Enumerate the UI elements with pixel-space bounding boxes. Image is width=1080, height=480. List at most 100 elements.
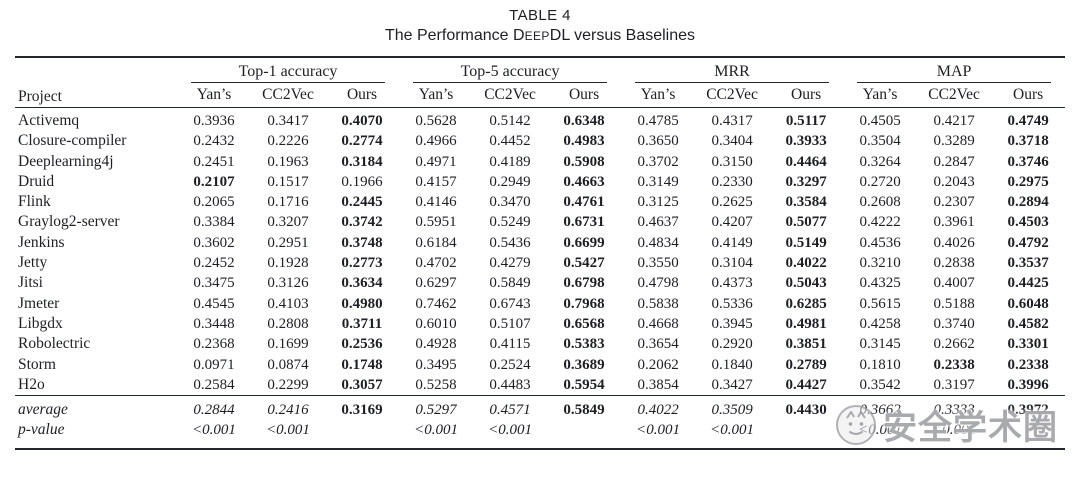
value-cell: 0.4452 [489, 133, 531, 150]
group-header-label: MRR [635, 63, 830, 83]
value-cell: 0.4146 [415, 194, 457, 211]
project-cell: Storm [18, 355, 56, 373]
summary-value-cell: <0.001 [488, 422, 532, 439]
value-cell: 0.2847 [933, 153, 975, 170]
value-cell: 0.4928 [415, 336, 457, 353]
value-cell: 0.5628 [415, 113, 457, 129]
table-caption-title: The Performance DEEPDL versus Baselines [0, 27, 1080, 45]
project-cell: H2o [18, 375, 45, 393]
value-cell: 0.3057 [341, 376, 383, 393]
value-cell: 0.4103 [267, 295, 309, 312]
summary-value-cell: 0.3509 [695, 395, 770, 421]
value-cell: 0.2949 [489, 173, 531, 190]
table-body: Activemq 0.3936 0.3417 0.4070 0.5628 0.5142 0.… [15, 108, 1066, 449]
project-header: Project [15, 57, 177, 108]
value-cell: 0.3145 [859, 336, 901, 353]
value-cell: 0.6184 [415, 234, 457, 251]
value-cell: 0.3149 [637, 173, 679, 190]
value-cell: 0.2662 [933, 336, 975, 353]
table-row: Graylog2-server 0.3384 0.3207 0.3742 0.5951 0… [15, 212, 1065, 232]
caption-title-pre: The Performance D [384, 27, 525, 44]
summary-value-cell: 0.4022 [621, 395, 696, 421]
value-cell: 0.4966 [415, 133, 457, 150]
value-cell: 0.4115 [489, 336, 531, 353]
sub-header-cell: CC2Vec [473, 84, 548, 108]
value-cell: 0.3742 [341, 214, 383, 231]
value-cell: 0.3542 [859, 376, 901, 393]
project-cell: Graylog2-server [18, 213, 120, 231]
value-cell: 0.4582 [1007, 315, 1049, 332]
value-cell: 0.4505 [859, 113, 901, 129]
summary-value-cell: 0.3333 [917, 395, 992, 421]
value-cell: 0.3297 [785, 173, 827, 190]
value-cell: 0.6699 [563, 234, 605, 251]
summary-value-cell: 0.3169 [325, 395, 400, 421]
project-cell: Closure-compiler [18, 132, 127, 150]
table-row: H2o 0.2584 0.2299 0.3057 0.5258 0.4483 0.5954 0… [15, 375, 1065, 396]
value-cell: 0.5117 [785, 113, 827, 129]
value-cell: 0.2789 [785, 356, 827, 373]
summary-value-cell: 0.2416 [251, 395, 325, 421]
summary-value-cell: <0.001 [192, 422, 236, 439]
value-cell: 0.3550 [637, 255, 679, 272]
value-cell: 0.2808 [267, 315, 309, 332]
value-cell: 0.4749 [1007, 113, 1049, 129]
value-cell: 0.4637 [637, 214, 679, 231]
value-cell: 0.1748 [341, 356, 383, 373]
value-cell: 0.5908 [563, 153, 605, 170]
value-cell: 0.4536 [859, 234, 901, 251]
table-header: Project Top-1 accuracy Top-5 accuracy MRR MA… [15, 57, 1066, 108]
value-cell: 0.4279 [489, 255, 531, 272]
sub-header-cell: CC2Vec [917, 84, 992, 108]
value-cell: 0.3289 [933, 133, 975, 150]
value-cell: 0.2894 [1007, 194, 1049, 211]
summary-value-cell [547, 420, 621, 448]
summary-value-cell: <0.001 [932, 422, 977, 439]
value-cell: 0.4464 [785, 153, 827, 170]
value-cell: 0.3584 [785, 194, 827, 211]
table-caption-label: TABLE 4 [509, 7, 571, 24]
table-row: Deeplearning4j 0.2451 0.1963 0.3184 0.4971 0.… [15, 152, 1065, 172]
table-row: Flink 0.2065 0.1716 0.2445 0.4146 0.3470 0.476… [15, 192, 1065, 212]
summary-value-cell: <0.001 [858, 422, 903, 439]
results-table: Project Top-1 accuracy Top-5 accuracy MRR MA… [15, 56, 1066, 450]
value-cell: 0.2773 [341, 255, 383, 272]
value-cell: 0.5258 [415, 376, 457, 393]
value-cell: 0.2584 [193, 376, 235, 393]
table-row: Jenkins 0.3602 0.2951 0.3748 0.6184 0.5436 0.6… [15, 233, 1065, 253]
summary-value-cell [769, 420, 843, 448]
value-cell: 0.3448 [193, 315, 235, 332]
value-cell: 0.2226 [267, 133, 309, 150]
table-row: Jmeter 0.4545 0.4103 0.4980 0.7462 0.6743 0.79… [15, 294, 1065, 314]
value-cell: 0.4007 [933, 275, 975, 292]
summary-value-cell: <0.001 [710, 422, 754, 439]
value-cell: 0.4971 [415, 153, 457, 170]
header-sub-row: Yan’s CC2Vec Ours Yan’s CC2Vec Ours Yan’s CC2Ve… [15, 84, 1066, 108]
value-cell: 0.3537 [1007, 255, 1049, 272]
value-cell: 0.4157 [415, 173, 457, 190]
summary-value-cell: 0.3662 [843, 395, 918, 421]
value-cell: 0.3654 [637, 336, 679, 353]
value-cell: 0.2838 [933, 255, 975, 272]
summary-value-cell: 0.4430 [769, 395, 844, 421]
value-cell: 0.3961 [933, 214, 975, 231]
value-cell: 0.3602 [193, 234, 235, 251]
value-cell: 0.1699 [267, 336, 309, 353]
value-cell: 0.5615 [859, 295, 901, 312]
value-cell: 0.4761 [563, 194, 605, 211]
summary-value-cell: <0.001 [266, 422, 310, 439]
value-cell: 0.3711 [341, 315, 383, 332]
value-cell: 0.2338 [1007, 356, 1049, 373]
value-cell: 0.6798 [563, 275, 605, 292]
value-cell: 0.1517 [267, 173, 309, 190]
value-cell: 0.0971 [193, 356, 235, 373]
group-header-1: Top-1 accuracy [177, 57, 399, 84]
value-cell: 0.5427 [563, 255, 605, 272]
value-cell: 0.3404 [711, 133, 753, 150]
value-cell: 0.2107 [193, 173, 235, 190]
value-cell: 0.7462 [415, 295, 457, 312]
value-cell: 0.5954 [563, 376, 605, 393]
summary-label-cell: average [15, 395, 177, 421]
value-cell: 0.3197 [933, 376, 975, 393]
value-cell: 0.2043 [933, 173, 975, 190]
